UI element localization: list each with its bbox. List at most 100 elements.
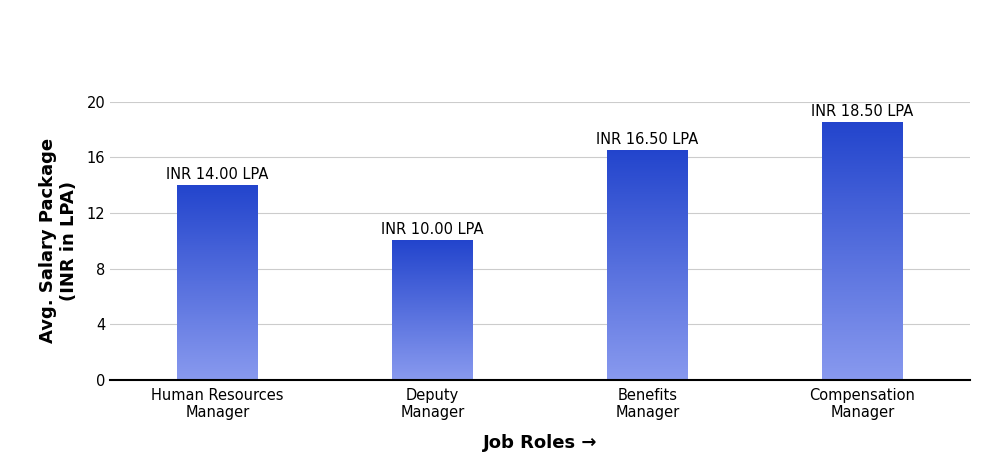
Bar bbox=[392, 303, 473, 304]
Bar bbox=[392, 365, 473, 367]
Bar bbox=[822, 293, 903, 295]
Bar bbox=[822, 204, 903, 206]
Bar bbox=[177, 301, 258, 303]
Bar bbox=[607, 166, 688, 168]
Bar bbox=[822, 361, 903, 363]
Bar bbox=[822, 171, 903, 173]
Bar bbox=[177, 374, 258, 375]
Bar bbox=[607, 377, 688, 379]
Bar bbox=[822, 212, 903, 214]
Bar bbox=[392, 278, 473, 279]
Bar bbox=[607, 241, 688, 242]
Bar bbox=[822, 208, 903, 210]
Bar bbox=[607, 188, 688, 189]
Text: Job Roles & Average Salaries in Doctorate Degree in: Job Roles & Average Salaries in Doctorat… bbox=[112, 32, 888, 58]
Bar bbox=[392, 358, 473, 359]
Bar bbox=[177, 371, 258, 373]
Bar bbox=[392, 340, 473, 341]
Bar bbox=[822, 355, 903, 357]
Bar bbox=[177, 300, 258, 302]
Bar bbox=[177, 255, 258, 256]
Bar bbox=[177, 369, 258, 370]
Bar bbox=[177, 369, 258, 371]
Bar bbox=[607, 221, 688, 223]
Bar bbox=[607, 267, 688, 269]
Bar bbox=[607, 368, 688, 369]
Bar bbox=[607, 238, 688, 240]
Bar bbox=[392, 240, 473, 242]
Bar bbox=[607, 274, 688, 275]
Bar bbox=[177, 344, 258, 345]
Bar bbox=[607, 281, 688, 282]
Bar bbox=[607, 339, 688, 341]
Bar bbox=[607, 200, 688, 202]
Bar bbox=[822, 365, 903, 367]
Bar bbox=[822, 179, 903, 181]
Bar bbox=[392, 318, 473, 319]
Bar bbox=[177, 349, 258, 350]
Bar bbox=[392, 244, 473, 245]
Bar bbox=[177, 236, 258, 238]
Bar bbox=[607, 372, 688, 374]
Bar bbox=[392, 340, 473, 342]
Bar bbox=[607, 293, 688, 295]
Bar bbox=[177, 229, 258, 230]
Bar bbox=[177, 193, 258, 194]
Bar bbox=[607, 177, 688, 179]
Bar bbox=[607, 341, 688, 343]
Bar bbox=[177, 217, 258, 218]
Bar bbox=[607, 232, 688, 233]
Bar bbox=[607, 204, 688, 206]
Bar bbox=[392, 321, 473, 322]
Bar bbox=[607, 325, 688, 327]
Bar bbox=[822, 147, 903, 148]
Bar bbox=[822, 154, 903, 156]
Bar bbox=[392, 277, 473, 278]
Bar bbox=[392, 241, 473, 242]
Bar bbox=[607, 153, 688, 155]
Bar bbox=[392, 368, 473, 369]
Bar bbox=[822, 364, 903, 365]
Bar bbox=[607, 365, 688, 367]
Bar bbox=[822, 319, 903, 320]
Bar bbox=[607, 162, 688, 163]
Bar bbox=[392, 313, 473, 314]
Bar bbox=[392, 370, 473, 371]
Bar bbox=[392, 296, 473, 297]
Bar bbox=[177, 238, 258, 240]
Bar bbox=[392, 265, 473, 266]
Bar bbox=[607, 228, 688, 230]
Bar bbox=[392, 347, 473, 348]
Bar bbox=[607, 252, 688, 254]
Bar bbox=[392, 309, 473, 310]
Bar bbox=[392, 377, 473, 378]
Bar bbox=[177, 276, 258, 277]
Bar bbox=[392, 263, 473, 264]
Bar bbox=[392, 242, 473, 243]
Bar bbox=[392, 325, 473, 326]
Bar bbox=[607, 207, 688, 209]
Bar bbox=[177, 327, 258, 328]
Bar bbox=[177, 216, 258, 217]
Bar bbox=[822, 245, 903, 247]
Bar bbox=[177, 357, 258, 358]
Bar bbox=[822, 283, 903, 285]
Bar bbox=[607, 275, 688, 276]
Bar bbox=[607, 234, 688, 235]
Bar bbox=[392, 311, 473, 312]
Bar bbox=[822, 288, 903, 290]
Bar bbox=[607, 210, 688, 211]
Bar bbox=[822, 227, 903, 229]
Bar bbox=[392, 261, 473, 262]
Bar bbox=[392, 336, 473, 337]
Bar bbox=[392, 343, 473, 344]
Bar bbox=[822, 339, 903, 341]
Bar bbox=[177, 280, 258, 282]
Bar bbox=[607, 167, 688, 169]
Bar bbox=[822, 341, 903, 343]
Bar bbox=[392, 312, 473, 313]
Bar bbox=[822, 250, 903, 252]
Bar bbox=[392, 251, 473, 253]
Bar bbox=[177, 352, 258, 353]
Bar bbox=[822, 280, 903, 282]
